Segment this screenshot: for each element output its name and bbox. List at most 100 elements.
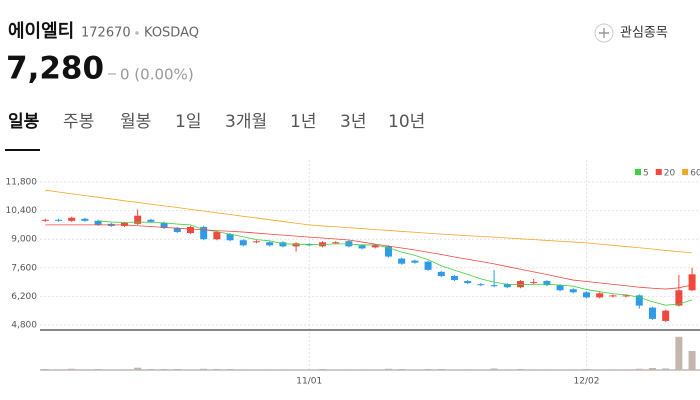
y-tick-label: 11,800 [6, 178, 38, 188]
candle-body [266, 242, 274, 246]
volume-bar [160, 368, 168, 370]
y-tick-label: 4,800 [11, 320, 37, 330]
candle-body [556, 285, 564, 291]
volume-bar [226, 368, 234, 370]
volume-bar [81, 369, 89, 370]
volume-bar [450, 369, 458, 370]
candle-body [358, 245, 366, 249]
candle-body [675, 290, 683, 306]
moving-average-line [45, 224, 693, 290]
watch-label: 관심종목 [620, 26, 668, 41]
volume-bar [503, 369, 511, 370]
candle-body [81, 218, 89, 221]
candle-body [94, 220, 102, 225]
volume-bar [120, 369, 128, 370]
candle-body [648, 307, 656, 319]
volume-bar [569, 369, 577, 370]
legend-swatch [682, 169, 689, 175]
volume-bar [609, 369, 617, 370]
y-tick-label: 9,000 [11, 235, 37, 245]
volume-bar [54, 369, 62, 370]
volume-bar [239, 369, 247, 370]
price: 7,280 [6, 51, 104, 87]
period-tab[interactable]: 3년 [340, 112, 366, 132]
period-tab[interactable]: 10년 [388, 112, 425, 132]
stock-code: 172670 [81, 26, 131, 41]
candle-body [279, 242, 287, 247]
volume-bar [582, 368, 590, 370]
volume-bar [411, 369, 419, 370]
volume-bar [424, 368, 432, 370]
period-tab[interactable]: 일봉 [8, 112, 40, 132]
candle-body [305, 244, 313, 246]
candle-body [371, 245, 379, 248]
candle-body [622, 295, 630, 297]
period-tab[interactable]: 1일 [175, 112, 201, 132]
moving-average-line [45, 189, 693, 254]
candle-body [200, 226, 208, 240]
x-tick-label: 11/01 [296, 377, 322, 387]
change: 0 (0.00%) [120, 66, 194, 84]
volume-bar [635, 368, 643, 370]
candle-body [543, 281, 551, 286]
candle-body [596, 293, 604, 298]
separator [135, 31, 139, 35]
candle-body [609, 295, 617, 297]
candle-body [398, 258, 406, 264]
volume-bar [107, 369, 115, 370]
candle-body [186, 226, 194, 234]
volume-bar [200, 368, 208, 370]
volume-bar [662, 368, 670, 370]
volume-bar [556, 369, 564, 370]
y-tick-label: 10,400 [6, 206, 38, 216]
volume-bar [147, 368, 155, 370]
volume-bar [371, 369, 379, 370]
volume-bar [318, 368, 326, 370]
period-tab[interactable]: 주봉 [63, 112, 94, 132]
volume-bar [266, 369, 274, 370]
y-tick-label: 7,600 [11, 263, 37, 273]
candle-body [490, 285, 498, 287]
candle-body [569, 289, 577, 293]
legend-swatch [635, 169, 641, 175]
candle-body [68, 217, 76, 221]
candle-body [635, 295, 643, 306]
volume-bar [345, 369, 353, 370]
volume-bar [596, 369, 604, 370]
candle-body [503, 284, 511, 288]
candle-body [54, 219, 62, 221]
volume-bar [516, 368, 524, 370]
volume-bar [68, 368, 76, 370]
volume-bar [398, 368, 406, 370]
volume-bar [213, 368, 221, 370]
volume-bar [490, 368, 498, 370]
candle-body [120, 222, 128, 226]
period-tab[interactable]: 3개월 [225, 112, 267, 132]
legend-label: 5 [643, 169, 649, 179]
candle-body [213, 232, 221, 240]
candle-body [530, 282, 538, 284]
watch-button[interactable]: 관심종목 [594, 23, 668, 43]
period-tab[interactable]: 월봉 [120, 112, 151, 132]
volume-bar [173, 368, 181, 370]
period-tab[interactable]: 1년 [290, 112, 316, 132]
candle-body [173, 227, 181, 233]
candle-body [292, 243, 300, 247]
candle-body [41, 219, 49, 221]
candle-body [450, 275, 458, 281]
candle-body [252, 241, 260, 243]
candle-body [239, 240, 247, 246]
volume-bar [358, 369, 366, 370]
moving-average-line [98, 220, 693, 306]
legend-swatch [655, 169, 662, 175]
x-tick-label: 12/02 [574, 377, 600, 387]
volume-bar [464, 369, 472, 370]
stock-name: 에이엘티 [8, 21, 74, 42]
volume-bar [437, 368, 445, 370]
volume-bar [648, 367, 656, 370]
candle-body [411, 260, 419, 263]
candle-body [662, 310, 670, 321]
volume-bar [94, 368, 102, 370]
candle-body [226, 234, 234, 241]
